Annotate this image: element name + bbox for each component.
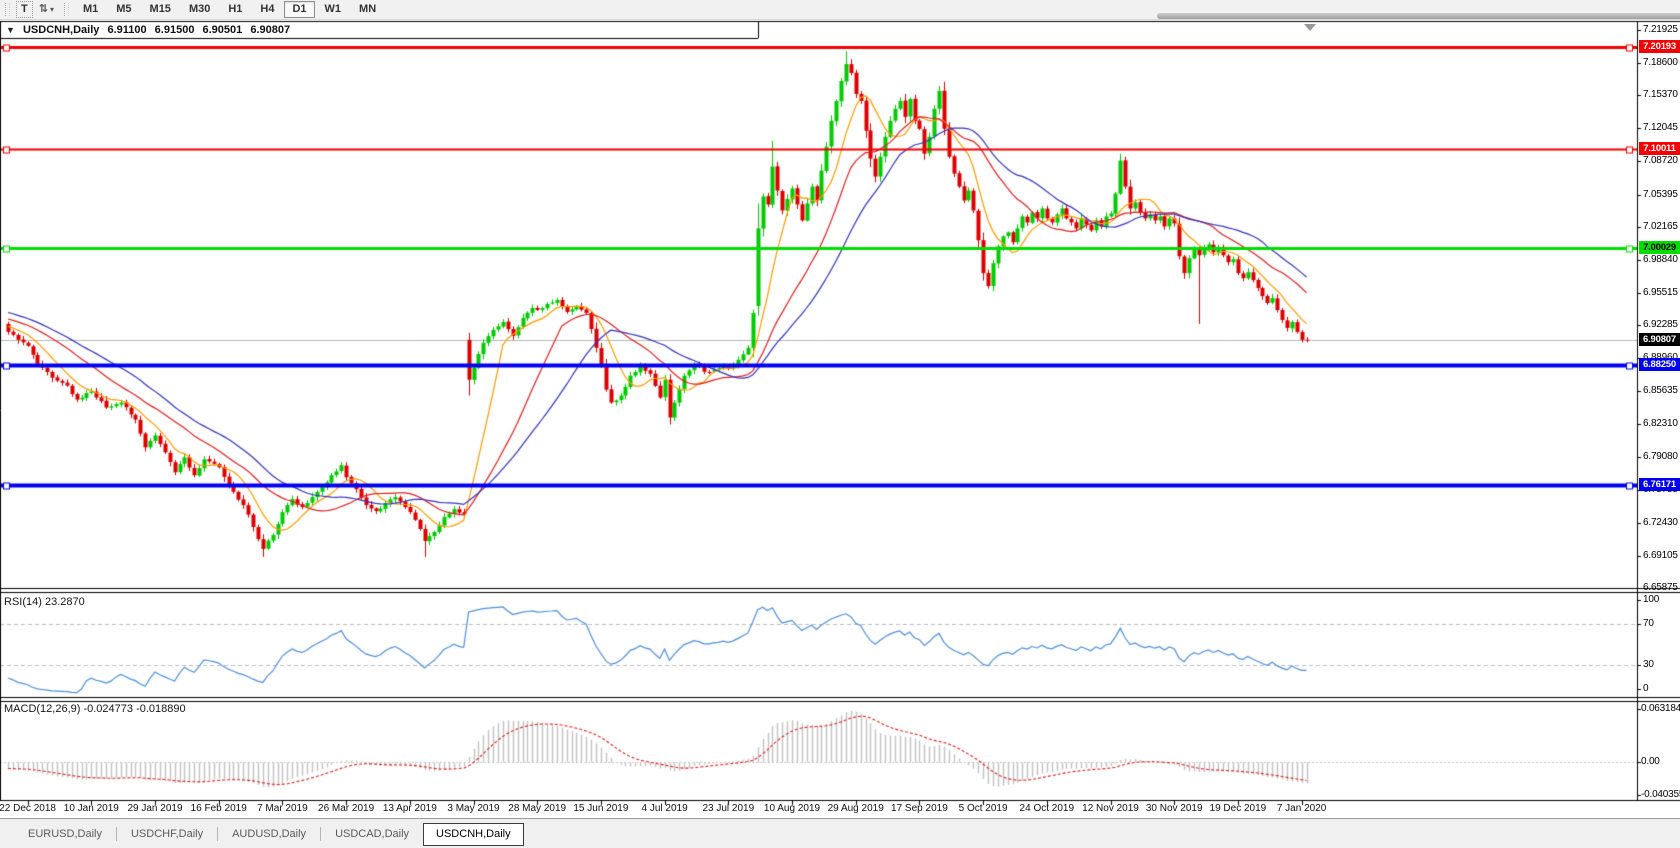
date-axis-label: 28 May 2019 bbox=[508, 803, 567, 814]
symbol-label: USDCNH,Daily bbox=[22, 24, 100, 36]
price-axis-label: 6.65875 bbox=[1643, 581, 1678, 593]
price-axis-label: 7.02165 bbox=[1643, 220, 1678, 232]
chart-tab-bar: EURUSD,Daily USDCHF,Daily AUDUSD,Daily USDC… bbox=[0, 818, 1680, 848]
tab-divider bbox=[115, 827, 117, 841]
price-axis-label: 6.82310 bbox=[1643, 418, 1678, 430]
date-axis-label: 23 Jul 2019 bbox=[702, 803, 755, 814]
date-axis-label: 22 Dec 2018 bbox=[0, 803, 56, 814]
timeframe-button-m1[interactable]: M1 bbox=[75, 1, 106, 18]
level-price-badge: 7.20193 bbox=[1639, 40, 1680, 54]
text-tool-button[interactable]: T bbox=[16, 1, 33, 18]
date-axis-label: 7 Jan 2020 bbox=[1276, 803, 1327, 814]
date-axis-label: 15 Jun 2019 bbox=[573, 803, 629, 814]
price-axis-label: 6.79080 bbox=[1643, 450, 1678, 462]
date-axis-label: 29 Jan 2019 bbox=[127, 803, 183, 814]
timeframe-button-m5[interactable]: M5 bbox=[108, 1, 139, 18]
price-axis-label: 6.72430 bbox=[1643, 516, 1678, 528]
price-axis-label: 6.92285 bbox=[1643, 319, 1678, 331]
macd-axis-label: 0.00 bbox=[1641, 756, 1660, 767]
chart-tab-usdcnh[interactable]: USDCNH,Daily bbox=[423, 823, 524, 846]
price-axis-label: 6.69105 bbox=[1643, 549, 1678, 561]
level-price-badge: 6.76171 bbox=[1639, 478, 1680, 492]
chart-tab-eurusd[interactable]: EURUSD,Daily bbox=[28, 828, 102, 840]
arrange-tool-button[interactable]: ⇅ ▾ bbox=[35, 1, 58, 18]
toolbar-grip[interactable] bbox=[63, 3, 69, 16]
chart-shift-icon[interactable] bbox=[1304, 24, 1316, 31]
price-axis-label: 7.18600 bbox=[1643, 57, 1678, 69]
dropdown-caret-icon: ▾ bbox=[49, 5, 54, 14]
date-axis-label: 24 Oct 2019 bbox=[1019, 803, 1075, 814]
timeframe-button-group: M1 M5 M15 M30 H1 H4 D1 W1 MN bbox=[74, 1, 385, 18]
rsi-axis-label: 0 bbox=[1643, 683, 1649, 694]
timeframe-button-h1[interactable]: H1 bbox=[220, 1, 250, 18]
price-axis-label: 6.98840 bbox=[1643, 253, 1678, 265]
rsi-axis-label: 70 bbox=[1643, 618, 1654, 630]
timeframe-button-w1[interactable]: W1 bbox=[317, 1, 350, 18]
ohlc-open: 6.91100 bbox=[107, 24, 147, 36]
timeframe-button-mn[interactable]: MN bbox=[351, 1, 384, 18]
date-axis-label: 26 Mar 2019 bbox=[318, 803, 375, 814]
chart-tab-usdchf[interactable]: USDCHF,Daily bbox=[130, 828, 204, 840]
date-axis-label: 17 Sep 2019 bbox=[891, 803, 948, 814]
date-axis-label: 19 Dec 2019 bbox=[1209, 803, 1267, 814]
price-axis-label: 7.05395 bbox=[1643, 188, 1678, 200]
rsi-axis-label: 100 bbox=[1643, 594, 1660, 605]
ohlc-low: 6.90501 bbox=[202, 24, 243, 36]
macd-indicator-label: MACD(12,26,9) -0.024773 -0.018890 bbox=[4, 703, 186, 715]
date-axis-label: 16 Feb 2019 bbox=[190, 803, 247, 814]
macd-axis-label: 0.063184 bbox=[1641, 702, 1680, 714]
timeframe-button-m15[interactable]: M15 bbox=[142, 1, 179, 18]
rsi-indicator-label: RSI(14) 23.2870 bbox=[4, 596, 85, 608]
price-axis-label: 6.95515 bbox=[1643, 286, 1678, 298]
date-axis-label: 7 Mar 2019 bbox=[257, 803, 308, 814]
price-axis-label: 7.08720 bbox=[1643, 155, 1678, 167]
ohlc-close: 6.90807 bbox=[250, 24, 291, 36]
price-axis-label: 7.15370 bbox=[1643, 89, 1678, 101]
tab-divider bbox=[320, 827, 322, 841]
price-axis-label: 6.85635 bbox=[1643, 385, 1678, 397]
tab-divider bbox=[217, 827, 219, 841]
date-axis-label: 13 Apr 2019 bbox=[382, 803, 437, 814]
timeframe-button-m30[interactable]: M30 bbox=[181, 1, 218, 18]
timeframe-button-h4[interactable]: H4 bbox=[252, 1, 282, 18]
macd-axis-label: -0.040355 bbox=[1641, 789, 1680, 800]
swap-arrows-icon: ⇅ bbox=[38, 3, 48, 15]
symbol-dropdown-icon[interactable]: ▼ bbox=[6, 25, 15, 35]
date-axis-label: 30 Nov 2019 bbox=[1145, 803, 1203, 814]
chart-title: ▼ USDCNH,Daily 6.91100 6.91500 6.90501 6… bbox=[6, 24, 295, 36]
date-axis-label: 10 Jan 2019 bbox=[63, 803, 119, 814]
timeframe-button-d1[interactable]: D1 bbox=[284, 1, 315, 18]
rsi-axis-label: 30 bbox=[1643, 659, 1654, 671]
price-axis-label: 7.21925 bbox=[1643, 24, 1678, 35]
scrollbar-thumb[interactable] bbox=[1157, 13, 1680, 19]
chart-tab-usdcad[interactable]: USDCAD,Daily bbox=[335, 828, 410, 840]
date-axis-label: 29 Aug 2019 bbox=[827, 803, 884, 814]
date-axis-label: 3 May 2019 bbox=[447, 803, 500, 814]
date-axis-label: 5 Oct 2019 bbox=[958, 803, 1008, 814]
toolbar-grip[interactable] bbox=[5, 3, 10, 16]
chart-tab-audusd[interactable]: AUDUSD,Daily bbox=[232, 828, 307, 840]
date-axis-label: 4 Jul 2019 bbox=[641, 803, 688, 814]
date-axis-label: 12 Nov 2019 bbox=[1082, 803, 1139, 814]
date-axis-label: 10 Aug 2019 bbox=[763, 803, 821, 814]
level-price-badge: 7.10011 bbox=[1639, 141, 1680, 155]
ohlc-high: 6.91500 bbox=[154, 24, 195, 36]
price-axis-label: 6.88960 bbox=[1643, 352, 1678, 363]
level-price-badge: 6.88250 bbox=[1639, 358, 1680, 372]
price-axis-label: 7.12045 bbox=[1643, 122, 1678, 134]
current-price-badge: 6.90807 bbox=[1639, 332, 1680, 346]
level-price-badge: 7.00029 bbox=[1639, 240, 1680, 254]
